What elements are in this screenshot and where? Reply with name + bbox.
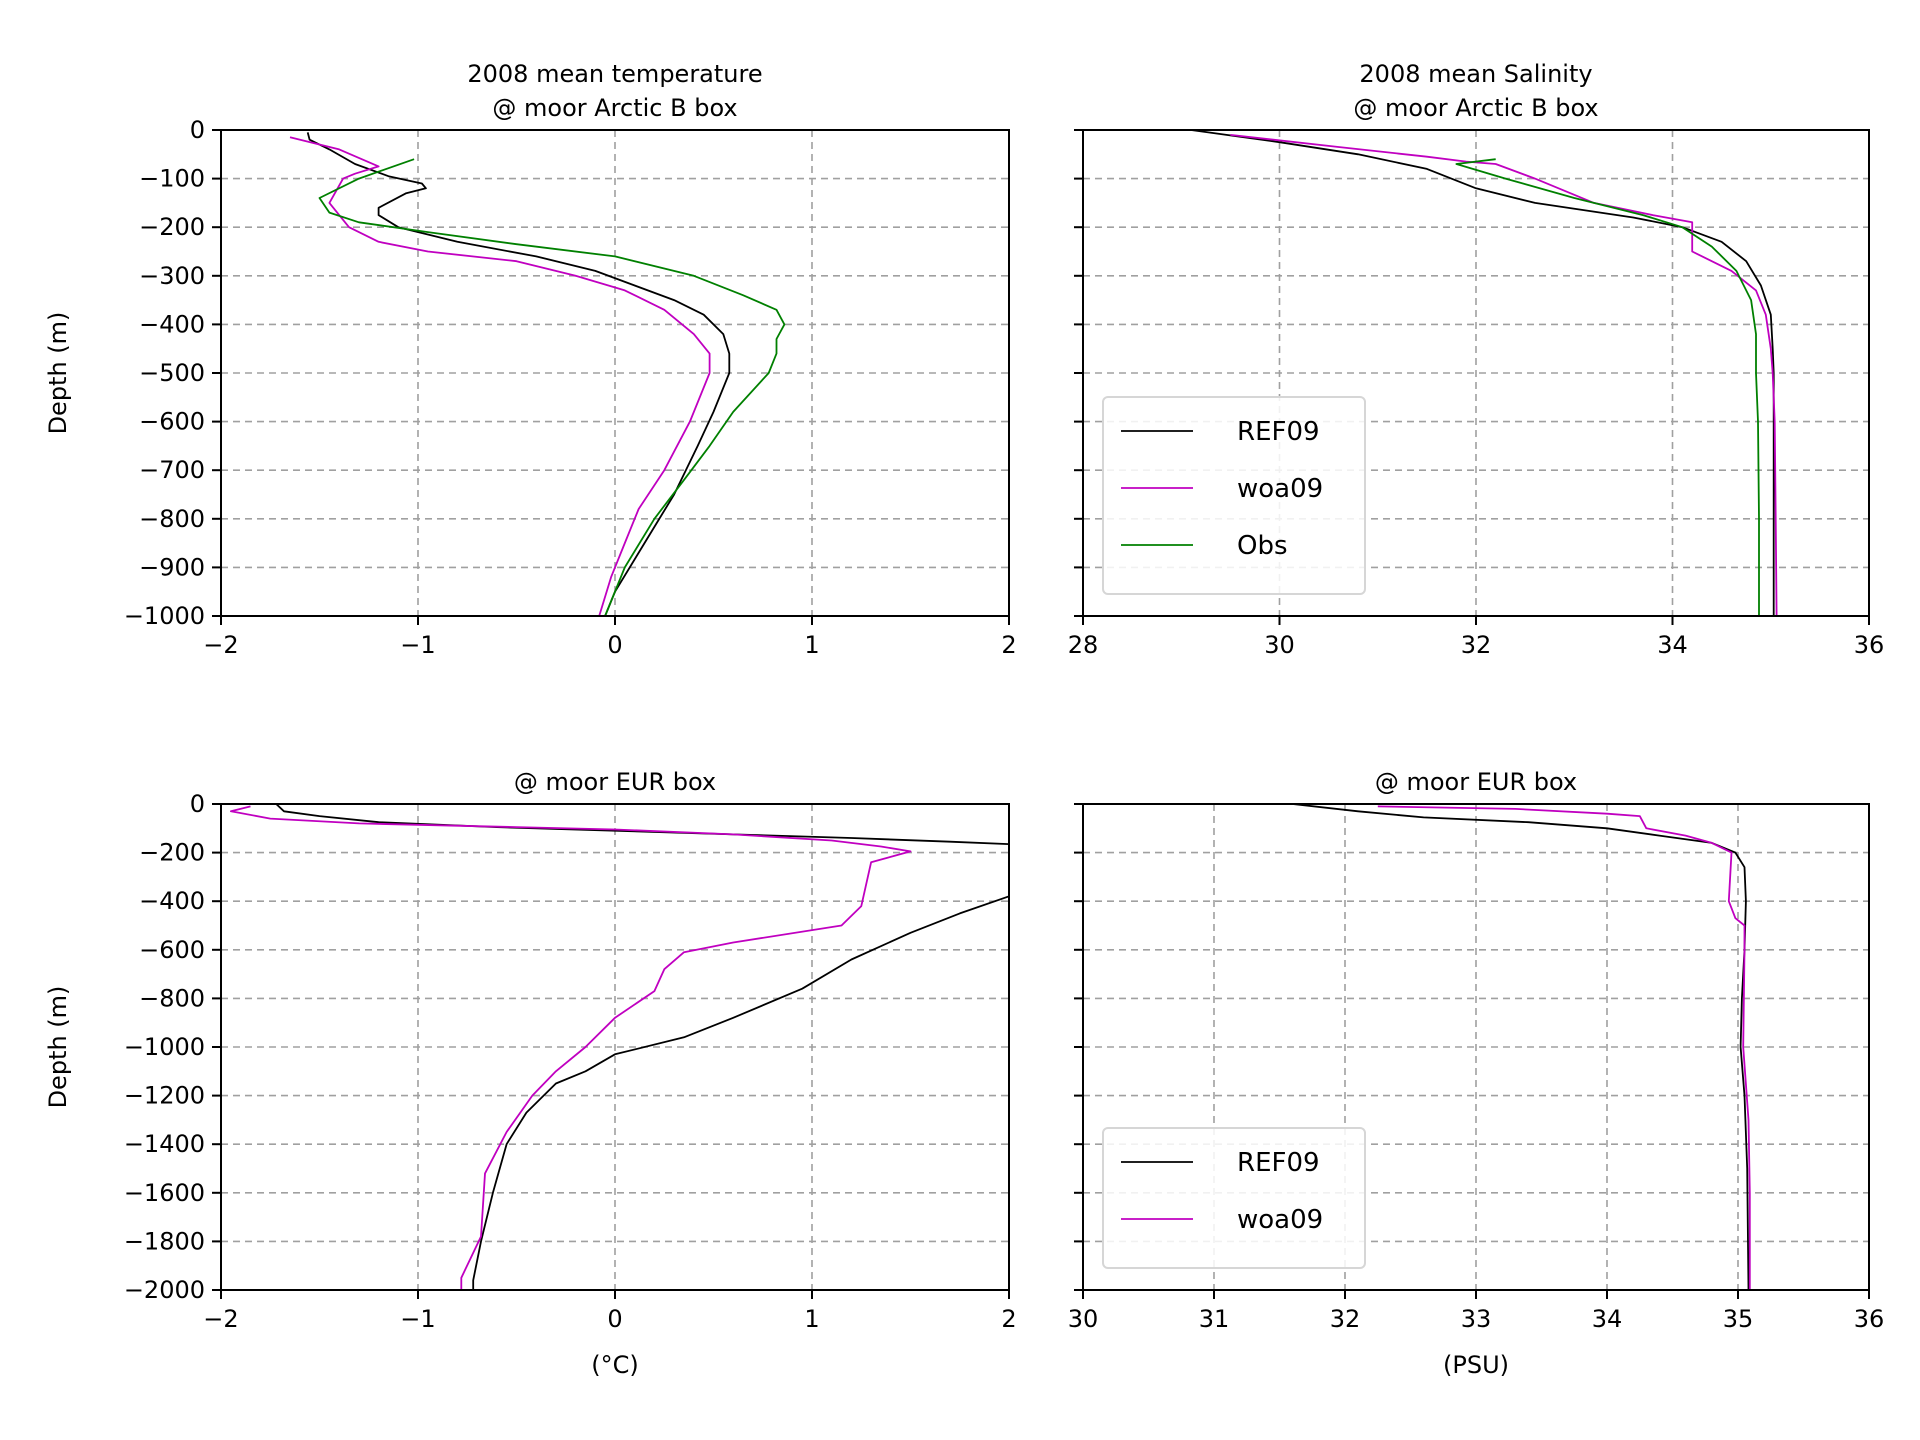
y-tick-label: −400 (139, 310, 205, 338)
legend-label: REF09 (1237, 1148, 1320, 1178)
y-tick-label: −100 (139, 165, 205, 193)
y-tick-label: 0 (190, 116, 205, 144)
y-tick-label: −1400 (124, 1130, 205, 1158)
x-tick-label: −2 (203, 631, 238, 659)
legend-box (1102, 1127, 1366, 1269)
x-tick-label: 30 (1264, 631, 1295, 659)
series-line-ref09 (306, 132, 731, 616)
x-tick-label: 1 (804, 631, 819, 659)
y-tick-label: −1000 (124, 1033, 205, 1061)
y-tick-label: −1200 (124, 1082, 205, 1110)
chart-title: @ moor Arctic B box (1353, 94, 1598, 122)
x-tick-label: 32 (1461, 631, 1492, 659)
x-tick-label: 36 (1854, 1305, 1885, 1333)
x-tick-label: 34 (1592, 1305, 1623, 1333)
x-tick-label: 1 (804, 1305, 819, 1333)
legend: REF09 woa09 (1102, 1127, 1366, 1269)
y-axis-label: Depth (m) (44, 986, 72, 1109)
y-tick-label: −2000 (124, 1276, 205, 1304)
x-tick-label: 32 (1330, 1305, 1361, 1333)
y-tick-label: −800 (139, 984, 205, 1012)
y-tick-label: −1600 (124, 1179, 205, 1207)
y-tick-label: −1800 (124, 1227, 205, 1255)
x-axis-label: (PSU) (1443, 1351, 1509, 1379)
x-tick-label: 28 (1068, 631, 1099, 659)
series-line-woa09 (1230, 134, 1778, 616)
y-tick-label: −200 (139, 213, 205, 241)
series-line-obs (318, 158, 786, 616)
chart-panel-3: −2 −1 0 1 2 0 −200 −400 −600 −800 −1000 −1200 −1400 −… (44, 768, 1017, 1379)
y-tick-label: −400 (139, 887, 205, 915)
legend-box (1102, 396, 1366, 595)
series-line-ref09 (1292, 804, 1750, 1290)
chart-title: 2008 mean Salinity (1359, 60, 1592, 88)
x-tick-label: −1 (400, 631, 435, 659)
y-tick-label: −200 (139, 839, 205, 867)
chart-title: @ moor Arctic B box (492, 94, 737, 122)
chart-title: @ moor EUR box (1375, 768, 1577, 796)
y-tick-label: 0 (190, 790, 205, 818)
chart-panel-2: 28 30 32 34 36 2008 mean Salinity @ moor Arcti… (1068, 60, 1885, 659)
x-tick-label: 36 (1854, 631, 1885, 659)
y-tick-label: −1000 (124, 602, 205, 630)
legend-label: Obs (1237, 531, 1288, 561)
x-tick-label: 34 (1657, 631, 1688, 659)
legend-label: woa09 (1237, 474, 1323, 504)
x-tick-label: 31 (1199, 1305, 1230, 1333)
chart-panel-4: 30 31 32 33 34 35 36 @ moor EUR box (PSU) REF09 wo… (1068, 768, 1885, 1379)
x-tick-label: 30 (1068, 1305, 1099, 1333)
series-line-obs (1455, 158, 1760, 616)
x-tick-label: 2 (1001, 631, 1016, 659)
x-tick-label: −2 (203, 1305, 238, 1333)
y-tick-label: −800 (139, 505, 205, 533)
y-tick-label: −700 (139, 456, 205, 484)
x-tick-label: 2 (1001, 1305, 1016, 1333)
x-tick-label: 0 (607, 631, 622, 659)
chart-title: 2008 mean temperature (467, 60, 762, 88)
x-tick-label: 33 (1461, 1305, 1492, 1333)
y-axis-label: Depth (m) (44, 312, 72, 435)
y-tick-label: −600 (139, 408, 205, 436)
legend-label: REF09 (1237, 417, 1320, 447)
x-tick-label: −1 (400, 1305, 435, 1333)
series-line-ref09-deep (472, 895, 1009, 1290)
x-tick-label: 0 (607, 1305, 622, 1333)
series-line-woa09 (289, 136, 711, 616)
chart-title: @ moor EUR box (514, 768, 716, 796)
y-tick-label: −500 (139, 359, 205, 387)
y-tick-label: −600 (139, 936, 205, 964)
chart-panel-1: −2 −1 0 1 2 0 −100 −200 −300 −400 −500 −600 −700 −800… (44, 60, 1017, 659)
x-tick-label: 35 (1723, 1305, 1754, 1333)
y-tick-label: −300 (139, 262, 205, 290)
x-axis-label: (°C) (591, 1351, 638, 1379)
series-line-woa09 (1377, 805, 1751, 1290)
legend: REF09 woa09 Obs (1102, 396, 1366, 595)
series-line-woa09 (230, 805, 912, 1290)
legend-label: woa09 (1237, 1205, 1323, 1235)
y-tick-label: −900 (139, 553, 205, 581)
